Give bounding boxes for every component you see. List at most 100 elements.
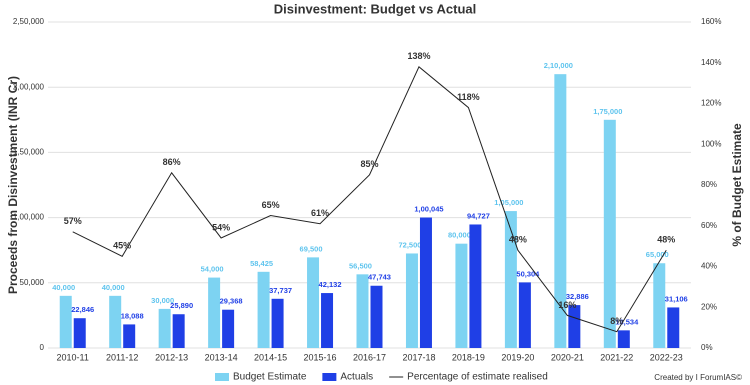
y2-tick-label: 0% xyxy=(701,343,713,352)
value-label: 40,000 xyxy=(52,283,75,292)
bar xyxy=(653,263,666,348)
value-label: 8% xyxy=(610,316,623,326)
x-tick-label: 2013-14 xyxy=(205,352,238,362)
x-tick-label: 2021-22 xyxy=(600,352,633,362)
x-tick-label: 2018-19 xyxy=(452,352,485,362)
value-label: 16% xyxy=(558,300,576,310)
value-label: 37,737 xyxy=(269,286,292,295)
value-label: 45% xyxy=(113,241,131,251)
value-label: 1,00,045 xyxy=(414,205,443,214)
y2-tick-label: 100% xyxy=(701,139,721,148)
value-label: 18,088 xyxy=(121,311,144,320)
value-label: 50,304 xyxy=(516,269,540,278)
bar xyxy=(271,298,284,348)
y2-tick-label: 140% xyxy=(701,58,721,67)
bar xyxy=(172,314,185,348)
value-label: 47,743 xyxy=(368,273,391,282)
bar xyxy=(667,307,680,348)
x-tick-label: 2016-17 xyxy=(353,352,386,362)
bar xyxy=(59,295,72,348)
x-tick-label: 2022-23 xyxy=(650,352,683,362)
legend-label: Budget Estimate xyxy=(233,372,307,383)
bar xyxy=(504,211,517,348)
bar xyxy=(568,305,581,348)
chart-title: Disinvestment: Budget vs Actual xyxy=(274,1,477,16)
bar xyxy=(419,217,432,348)
y-tick-label: 1,50,000 xyxy=(13,148,45,157)
y2-tick-label: 160% xyxy=(701,17,721,26)
bar xyxy=(469,224,482,348)
y2-tick-label: 60% xyxy=(701,221,717,230)
y-tick-label: 0 xyxy=(40,343,45,352)
legend-label: Actuals xyxy=(340,372,373,383)
bar xyxy=(222,309,235,348)
value-label: 118% xyxy=(457,92,480,102)
x-tick-label: 2020-21 xyxy=(551,352,584,362)
y2-tick-label: 40% xyxy=(701,262,717,271)
value-label: 86% xyxy=(163,157,181,167)
x-tick-label: 2015-16 xyxy=(304,352,337,362)
bar xyxy=(257,271,270,348)
value-label: 61% xyxy=(311,208,329,218)
value-label: 85% xyxy=(360,159,378,169)
bar xyxy=(208,277,221,348)
x-tick-label: 2010-11 xyxy=(57,352,89,362)
y-tick-label: 2,00,000 xyxy=(13,82,45,91)
value-label: 57% xyxy=(64,216,82,226)
bar xyxy=(370,285,383,348)
y2-tick-label: 80% xyxy=(701,180,717,189)
value-label: 40,000 xyxy=(102,283,125,292)
value-label: 13,534 xyxy=(615,317,639,326)
bar xyxy=(518,282,531,348)
value-label: 31,106 xyxy=(665,294,688,303)
legend-label: Percentage of estimate realised xyxy=(407,372,548,383)
bar xyxy=(455,243,468,348)
bar xyxy=(321,293,334,348)
value-label: 138% xyxy=(407,51,430,61)
x-tick-label: 2011-12 xyxy=(106,352,138,362)
bar xyxy=(158,308,171,348)
bar xyxy=(603,119,616,348)
bar xyxy=(307,257,320,348)
credit: Created by I ForumIAS© xyxy=(654,373,742,382)
value-label: 65,000 xyxy=(646,250,669,259)
value-label: 29,368 xyxy=(220,297,243,306)
value-label: 1,05,000 xyxy=(494,198,523,207)
value-label: 48% xyxy=(657,235,675,245)
y2-tick-label: 20% xyxy=(701,302,717,311)
y2-tick-label: 120% xyxy=(701,99,721,108)
y-tick-label: 2,50,000 xyxy=(13,17,45,26)
legend-swatch xyxy=(215,373,229,381)
value-label: 48% xyxy=(509,235,527,245)
y-axis-label: Proceeds from Disinvestment (INR Cr) xyxy=(6,76,20,294)
x-tick-label: 2012-13 xyxy=(155,352,188,362)
value-label: 94,727 xyxy=(467,211,490,220)
bar xyxy=(554,74,567,348)
value-label: 69,500 xyxy=(300,244,323,253)
x-tick-label: 2017-18 xyxy=(402,352,435,362)
bar xyxy=(405,253,418,348)
value-label: 72,500 xyxy=(398,240,421,249)
value-label: 56,500 xyxy=(349,261,372,270)
bar xyxy=(123,324,136,348)
y-tick-label: 1,00,000 xyxy=(13,213,45,222)
y-tick-label: 50,000 xyxy=(20,278,45,287)
value-label: 58,425 xyxy=(250,259,273,268)
bar xyxy=(109,295,122,348)
value-label: 30,000 xyxy=(151,296,174,305)
value-label: 80,000 xyxy=(448,231,471,240)
value-label: 22,846 xyxy=(71,305,94,314)
value-label: 65% xyxy=(262,200,280,210)
y2-axis-label: % of Budget Estimate xyxy=(730,123,744,247)
value-label: 54,000 xyxy=(201,265,224,274)
value-label: 2,10,000 xyxy=(544,61,573,70)
bar xyxy=(617,330,630,348)
value-label: 25,890 xyxy=(170,301,193,310)
x-tick-label: 2014-15 xyxy=(254,352,287,362)
value-label: 32,886 xyxy=(566,292,589,301)
legend-swatch xyxy=(322,373,337,381)
bar xyxy=(356,274,369,348)
value-label: 42,132 xyxy=(319,280,342,289)
line xyxy=(72,66,667,333)
